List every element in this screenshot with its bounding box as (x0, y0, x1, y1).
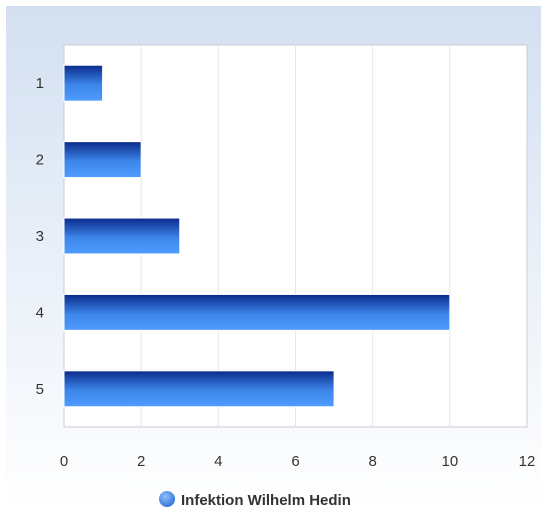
y-tick-label: 2 (36, 152, 44, 169)
x-tick-label: 10 (441, 453, 458, 470)
bar-3[interactable] (63, 217, 181, 255)
legend-label: Infektion Wilhelm Hedin (181, 492, 351, 509)
gridlines (140, 45, 451, 427)
y-axis-labels: 1 2 3 4 5 (36, 75, 44, 398)
bar-5[interactable] (63, 370, 335, 408)
legend-marker-icon (159, 491, 175, 507)
x-axis-labels: 0 2 4 6 8 10 12 (60, 453, 536, 470)
x-tick-label: 2 (137, 453, 145, 470)
y-tick-label: 1 (36, 75, 44, 92)
bar-4[interactable] (63, 293, 451, 331)
y-tick-label: 3 (36, 228, 44, 245)
x-tick-label: 4 (214, 453, 222, 470)
x-tick-label: 8 (368, 453, 376, 470)
legend[interactable]: Infektion Wilhelm Hedin (159, 491, 351, 509)
y-tick-label: 5 (36, 381, 44, 398)
y-tick-label: 4 (36, 304, 44, 321)
x-tick-label: 12 (519, 453, 536, 470)
bar-1[interactable] (63, 64, 104, 102)
x-tick-label: 6 (291, 453, 299, 470)
bars (63, 64, 451, 408)
x-tick-label: 0 (60, 453, 68, 470)
bar-2[interactable] (63, 141, 142, 179)
